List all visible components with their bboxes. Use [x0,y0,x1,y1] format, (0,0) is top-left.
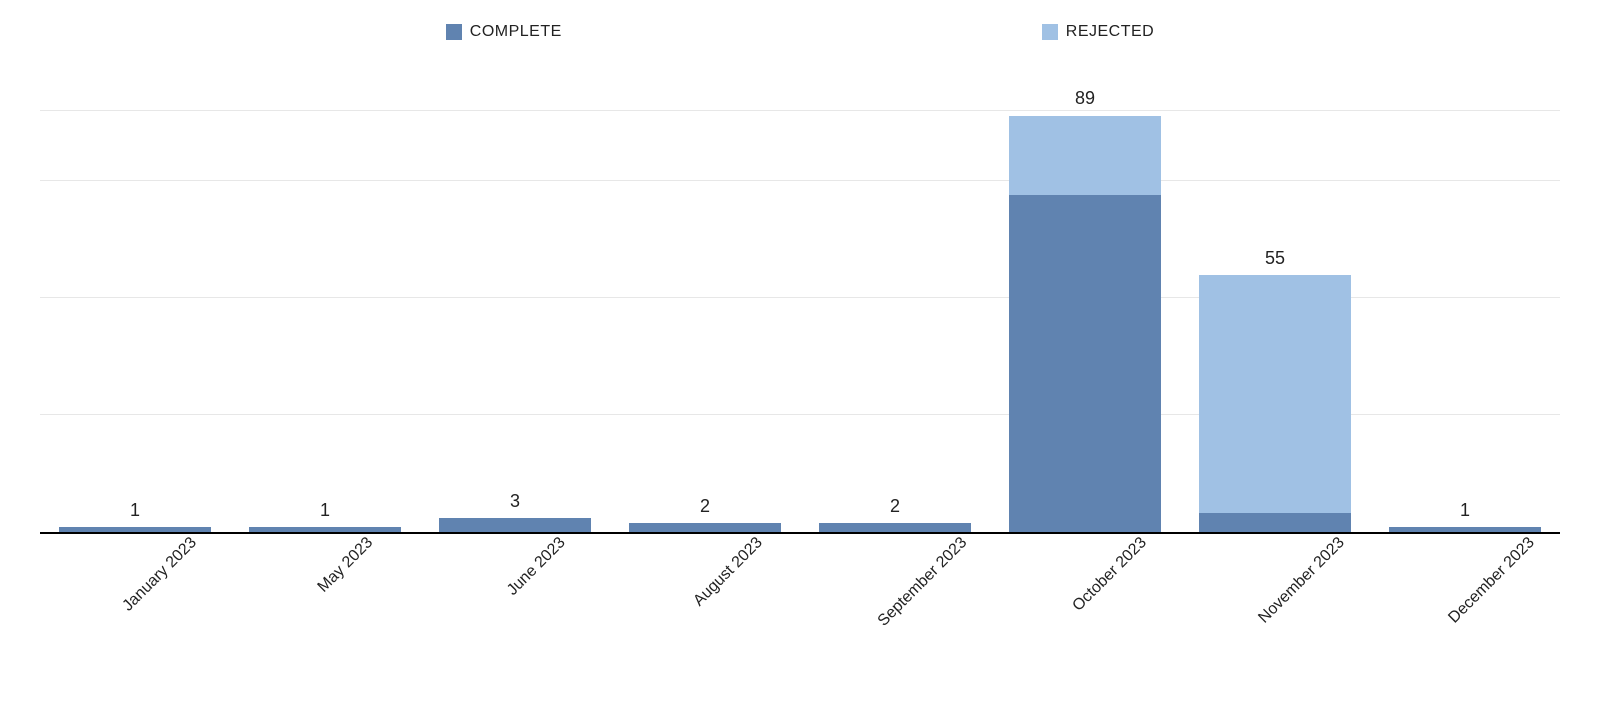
x-label-slot: June 2023 [420,522,610,540]
x-axis-label: November 2023 [1255,534,1348,627]
bar-total-label: 89 [1075,88,1095,109]
x-axis-label: May 2023 [314,534,376,596]
legend-item-complete: COMPLETE [446,23,562,41]
x-label-slot: May 2023 [230,522,420,540]
x-axis-label: October 2023 [1069,534,1150,615]
x-label-slot: October 2023 [990,522,1180,540]
bar-slot: 55 [1180,64,1370,532]
bar-segment-complete [1009,195,1161,532]
bar-segment-rejected [1009,116,1161,196]
bar-total-label: 1 [130,500,140,521]
x-label-slot: August 2023 [610,522,800,540]
x-axis-label: August 2023 [690,534,766,610]
bar: 89 [1009,115,1161,532]
plot-area: 1132289551 January 2023May 2023June 2023… [40,64,1560,534]
bar-slot: 1 [230,64,420,532]
bar-segment-rejected [1199,275,1351,514]
x-axis-label: January 2023 [119,534,200,615]
bar: 55 [1199,275,1351,532]
bars-layer: 1132289551 [40,64,1560,532]
legend-item-rejected: REJECTED [1042,23,1154,41]
chart-container: COMPLETEREJECTED 1132289551 January 2023… [0,0,1600,707]
bar-total-label: 2 [890,496,900,517]
bar-total-label: 1 [1460,500,1470,521]
bar-total-label: 2 [700,496,710,517]
bar-slot: 1 [1370,64,1560,532]
bar-total-label: 55 [1265,248,1285,269]
bar-slot: 3 [420,64,610,532]
bar-slot: 89 [990,64,1180,532]
legend-label-rejected: REJECTED [1066,23,1154,41]
x-label-slot: September 2023 [800,522,990,540]
x-label-slot: November 2023 [1180,522,1370,540]
x-axis-label: June 2023 [504,534,570,600]
bar-total-label: 1 [320,500,330,521]
x-axis-labels: January 2023May 2023June 2023August 2023… [40,522,1560,540]
legend-swatch-rejected [1042,24,1058,40]
legend-swatch-complete [446,24,462,40]
bar-slot: 1 [40,64,230,532]
x-label-slot: January 2023 [40,522,230,540]
x-axis-label: December 2023 [1445,534,1538,627]
x-axis-label: September 2023 [874,534,970,630]
bar-slot: 2 [610,64,800,532]
x-label-slot: December 2023 [1370,522,1560,540]
bar-slot: 2 [800,64,990,532]
bar-total-label: 3 [510,491,520,512]
legend-label-complete: COMPLETE [470,23,562,41]
legend: COMPLETE REJECTED [40,20,1560,44]
